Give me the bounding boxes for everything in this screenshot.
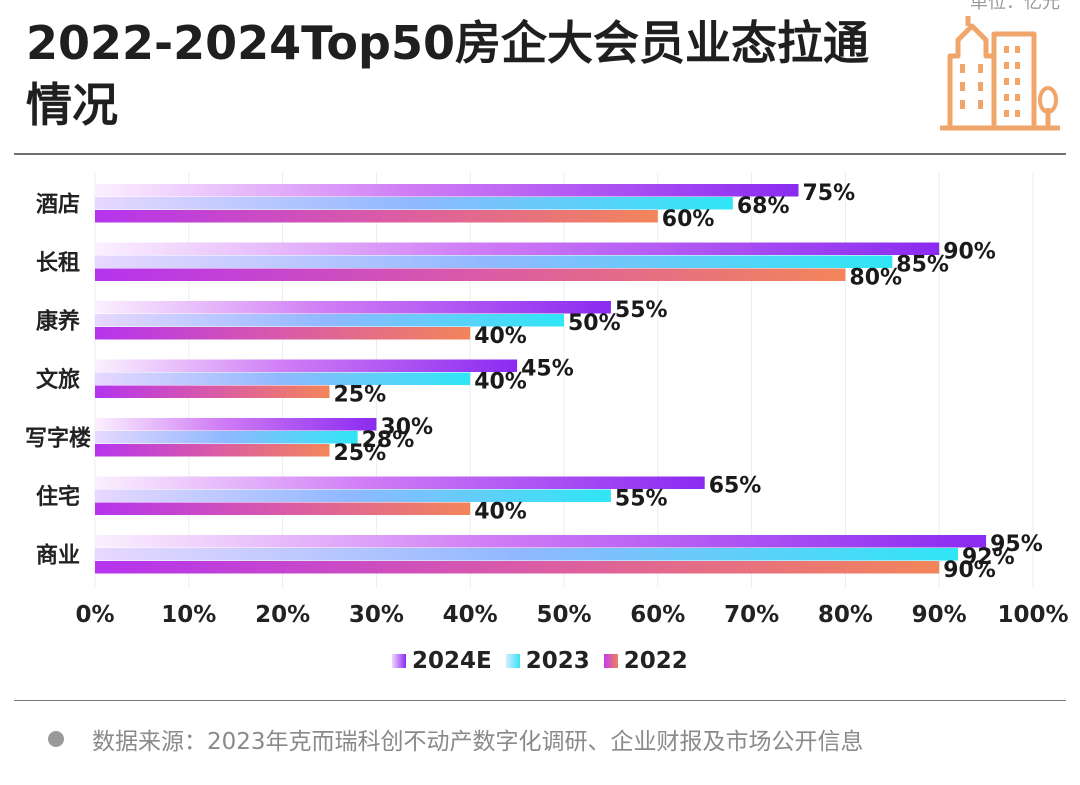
chart-legend: 2024E 2023 2022 [392, 648, 688, 674]
bar-2022-6 [95, 561, 940, 574]
bar-2022-1 [95, 268, 846, 281]
data-label-2024E: 30% [380, 415, 433, 440]
category-label: 住宅 [36, 484, 80, 510]
x-tick-label: 50% [536, 602, 591, 628]
legend-item-2024E: 2024E [392, 648, 492, 674]
legend-label-2024E: 2024E [412, 648, 492, 674]
x-tick-label: 100% [997, 602, 1068, 628]
x-tick-label: 30% [349, 602, 404, 628]
category-label: 文旅 [36, 367, 80, 393]
data-label-2023: 92% [962, 545, 1015, 570]
category-label: 商业 [36, 543, 80, 569]
data-label-2024E: 95% [990, 532, 1043, 557]
data-label-2023: 40% [474, 370, 527, 395]
bar-2024E-4 [95, 418, 377, 431]
legend-item-2023: 2023 [505, 648, 590, 674]
bar-2022-5 [95, 502, 471, 515]
source-note: 数据来源：2023年克而瑞科创不动产数字化调研、企业财报及市场公开信息 [48, 722, 864, 756]
data-label-2024E: 90% [943, 240, 996, 265]
legend-swatch-2022 [603, 654, 618, 668]
category-label: 康养 [36, 309, 80, 335]
data-label-2022: 40% [474, 500, 527, 525]
category-label: 酒店 [36, 193, 80, 218]
x-tick-label: 80% [818, 602, 873, 628]
data-label-2023: 68% [737, 194, 790, 219]
bar-2023-6 [95, 548, 958, 561]
bar-2024E-6 [95, 535, 987, 548]
x-tick-label: 20% [255, 602, 310, 628]
source-text: 数据来源：2023年克而瑞科创不动产数字化调研、企业财报及市场公开信息 [92, 729, 864, 755]
legend-label-2022: 2022 [623, 648, 688, 674]
data-label-2022: 90% [943, 558, 996, 583]
bar-2023-5 [95, 489, 611, 502]
top-divider [14, 153, 1066, 155]
data-label-2022: 80% [849, 266, 902, 291]
x-tick-label: 40% [443, 602, 498, 628]
bar-2024E-0 [95, 184, 799, 197]
bullet-dot-icon [48, 731, 64, 747]
category-label: 写字楼 [25, 426, 91, 452]
legend-swatch-2023 [505, 654, 520, 668]
bar-2024E-3 [95, 359, 518, 372]
data-label-2022: 60% [662, 207, 715, 232]
chart-title: 2022-2024Top50房企大会员业态拉通情况 [26, 16, 869, 132]
bar-2022-4 [95, 444, 330, 457]
bar-2023-0 [95, 197, 733, 210]
x-tick-label: 10% [161, 602, 216, 628]
bar-chart: 75%68%60%90%85%80%55%50%40%45%40%25%30%2… [25, 172, 1069, 628]
bar-2023-2 [95, 314, 564, 327]
data-label-2022: 40% [474, 324, 527, 349]
bar-2022-3 [95, 385, 330, 398]
bar-2024E-1 [95, 242, 940, 255]
bar-2023-3 [95, 372, 471, 385]
bottom-divider [14, 700, 1066, 701]
bar-2023-4 [95, 431, 358, 444]
data-label-2022: 25% [334, 383, 387, 408]
data-label-2023: 50% [568, 311, 621, 336]
data-label-2024E: 65% [709, 474, 762, 499]
category-label: 长租 [36, 251, 80, 276]
data-label-2023: 28% [362, 428, 415, 453]
bar-2024E-5 [95, 476, 705, 489]
data-label-2024E: 55% [615, 298, 668, 323]
data-label-2024E: 45% [521, 357, 574, 382]
legend-label-2023: 2023 [525, 648, 590, 674]
bar-2022-0 [95, 210, 658, 223]
legend-item-2022: 2022 [603, 648, 688, 674]
bar-2024E-2 [95, 301, 611, 314]
bar-2023-1 [95, 255, 893, 268]
data-label-2022: 25% [334, 441, 387, 466]
x-tick-label: 90% [912, 602, 967, 628]
legend-swatch-2024E [392, 654, 406, 668]
building-logo-icon [940, 16, 1060, 131]
x-tick-label: 60% [630, 602, 685, 628]
data-label-2024E: 75% [803, 181, 856, 206]
unit-label: 单位：亿元 [970, 0, 1060, 13]
data-label-2023: 85% [896, 253, 949, 278]
x-tick-label: 0% [75, 602, 114, 628]
data-label-2023: 55% [615, 487, 668, 512]
bar-2022-2 [95, 327, 471, 340]
x-tick-label: 70% [724, 602, 779, 628]
